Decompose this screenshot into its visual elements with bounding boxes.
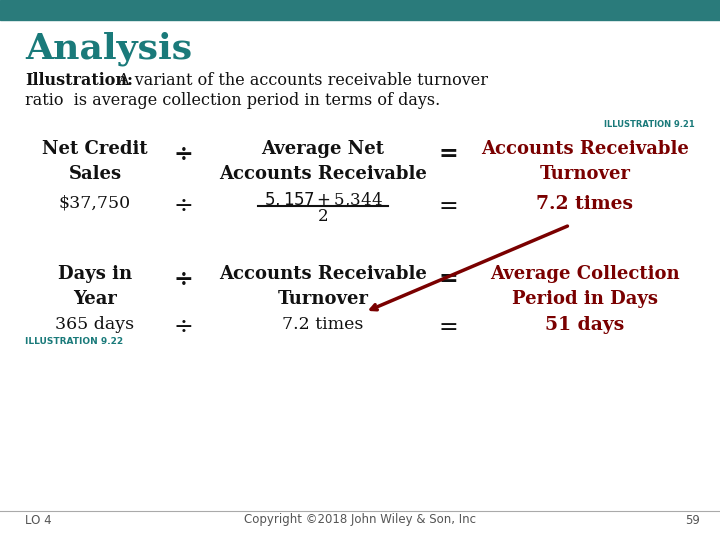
Text: 7.2 times: 7.2 times xyxy=(282,316,364,333)
Text: A variant of the accounts receivable turnover: A variant of the accounts receivable tur… xyxy=(113,72,488,89)
Text: ÷: ÷ xyxy=(173,142,193,166)
Text: Accounts Receivable
Turnover: Accounts Receivable Turnover xyxy=(219,265,427,308)
Text: ILLUSTRATION 9.21: ILLUSTRATION 9.21 xyxy=(604,120,695,129)
Text: Copyright ©2018 John Wiley & Son, Inc: Copyright ©2018 John Wiley & Son, Inc xyxy=(244,514,476,526)
Bar xyxy=(0,512,720,540)
Text: 7.2 times: 7.2 times xyxy=(536,195,634,213)
Text: Accounts Receivable
Turnover: Accounts Receivable Turnover xyxy=(481,140,689,183)
Text: LO 4: LO 4 xyxy=(25,514,52,526)
Text: $37,750: $37,750 xyxy=(59,195,131,212)
Text: ratio  is average collection period in terms of days.: ratio is average collection period in te… xyxy=(25,92,440,109)
Text: 59: 59 xyxy=(685,514,700,526)
Text: Average Collection
Period in Days: Average Collection Period in Days xyxy=(490,265,680,308)
Bar xyxy=(0,0,720,20)
Text: Days in
Year: Days in Year xyxy=(58,265,132,308)
Text: $5,157 + $5,344: $5,157 + $5,344 xyxy=(264,191,382,210)
Text: =: = xyxy=(438,267,458,291)
Text: Analysis: Analysis xyxy=(25,32,192,66)
Text: ÷: ÷ xyxy=(173,195,193,218)
Text: =: = xyxy=(438,316,458,339)
Text: 2: 2 xyxy=(318,208,328,225)
Text: ILLUSTRATION 9.22: ILLUSTRATION 9.22 xyxy=(25,337,123,346)
Text: ÷: ÷ xyxy=(173,316,193,339)
Text: Illustration:: Illustration: xyxy=(25,72,133,89)
Text: ÷: ÷ xyxy=(173,267,193,291)
Text: Average Net
Accounts Receivable: Average Net Accounts Receivable xyxy=(219,140,427,183)
Text: 51 days: 51 days xyxy=(545,316,625,334)
Text: Net Credit
Sales: Net Credit Sales xyxy=(42,140,148,183)
Text: =: = xyxy=(438,142,458,166)
Text: 365 days: 365 days xyxy=(55,316,135,333)
Text: =: = xyxy=(438,195,458,218)
